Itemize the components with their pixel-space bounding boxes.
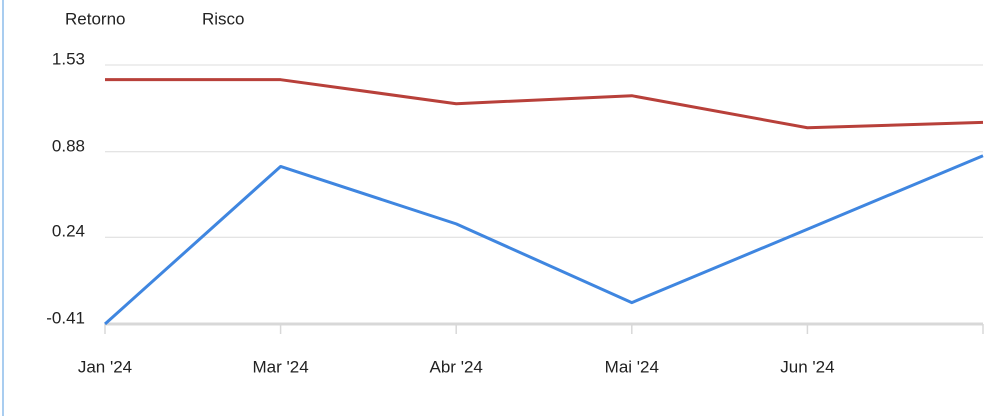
y-tick-label: 0.24	[52, 222, 85, 241]
x-tick-label: Mai '24	[605, 357, 659, 376]
legend-label: Retorno	[65, 9, 125, 28]
line-series	[103, 154, 984, 326]
x-tick-label: Jan '24	[78, 357, 132, 376]
x-tick-label: Mar '24	[253, 357, 309, 376]
y-tick-label: -0.41	[46, 308, 85, 327]
legend-label: Risco	[202, 9, 245, 28]
y-tick-label: 0.88	[52, 136, 85, 155]
x-tick-label: Abr '24	[430, 357, 483, 376]
line-series	[105, 78, 984, 130]
y-tick-label: 1.53	[52, 49, 85, 68]
x-tick-label: Jun '24	[780, 357, 834, 376]
